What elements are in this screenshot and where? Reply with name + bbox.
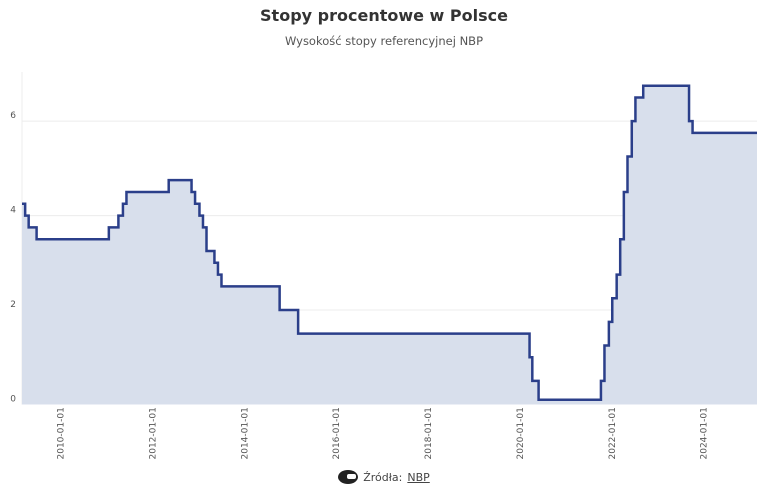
x-tick-label: 2018-01-01 (424, 407, 434, 459)
rate-line (22, 84, 757, 402)
x-tick-label: 2010-01-01 (57, 407, 67, 459)
x-tick-label: 2020-01-01 (516, 407, 526, 459)
x-tick-label: 2022-01-01 (608, 407, 618, 459)
area-fill (22, 85, 757, 405)
x-tick-label: 2014-01-01 (240, 407, 250, 459)
footer: Źródła: NBP (0, 470, 768, 484)
x-tick-label: 2024-01-01 (700, 407, 710, 459)
y-tick-label: 0 (10, 395, 16, 405)
x-tick-label: 2012-01-01 (148, 407, 158, 459)
publisher-logo-icon (338, 470, 359, 484)
y-tick-label: 6 (10, 111, 16, 121)
source-link[interactable]: NBP (407, 470, 430, 484)
y-tick-label: 2 (10, 300, 16, 310)
y-axis: 0 2 4 6 (10, 111, 16, 404)
source-label: Źródła: (363, 470, 403, 484)
chart-subtitle: Wysokość stopy referencyjnej NBP (284, 34, 484, 48)
x-tick-label: 2016-01-01 (332, 407, 342, 459)
chart-title: Stopy procentowe w Polsce (260, 6, 508, 25)
y-tick-label: 4 (10, 206, 16, 216)
x-axis: 2010-01-01 2012-01-01 2014-01-01 2016-01-01… (57, 407, 710, 459)
